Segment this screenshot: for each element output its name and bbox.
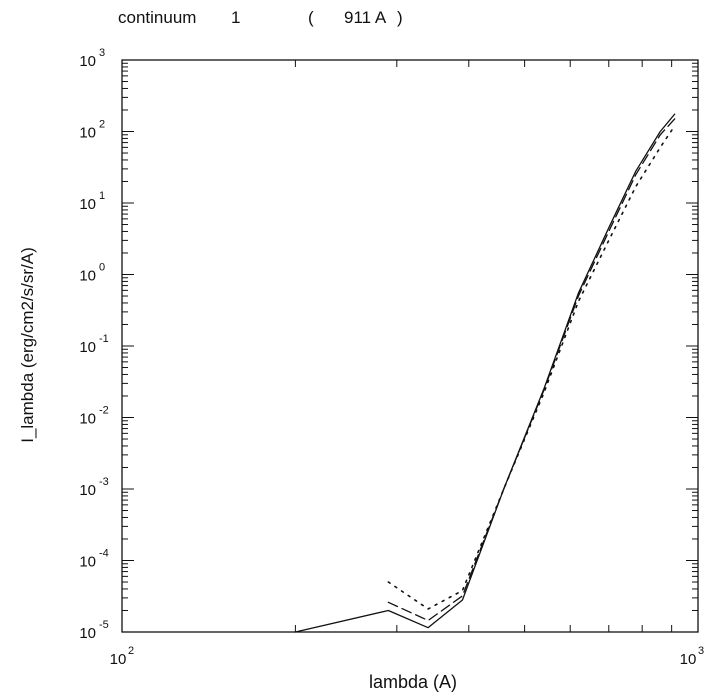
series-layer — [294, 113, 676, 633]
x-tick-exponent: 3 — [698, 645, 704, 657]
x-tick-base: 10 — [680, 651, 697, 668]
series-line-dotted — [387, 125, 676, 610]
title-close-paren: ) — [397, 8, 403, 27]
x-tick-label: 10 3 — [680, 645, 704, 668]
title-open-paren: ( — [308, 8, 314, 27]
y-tick-base: 10 — [79, 554, 96, 571]
y-tick-label: 10 -4 — [79, 548, 108, 571]
y-tick-exponent: -1 — [99, 333, 109, 345]
title-wavelength: 911 A — [344, 8, 387, 27]
y-tick-exponent: 2 — [99, 119, 105, 131]
y-tick-base: 10 — [79, 339, 96, 356]
plot-frame — [121, 59, 699, 633]
y-tick-label: 10 -1 — [79, 333, 108, 356]
y-tick-base: 10 — [79, 196, 96, 213]
y-tick-exponent: -3 — [99, 476, 109, 488]
y-tick-label: 10 -3 — [79, 476, 108, 499]
y-tick-exponent: 1 — [99, 190, 105, 202]
y-axis-label: I_lambda (erg/cm2/s/sr/A) — [18, 247, 37, 443]
y-tick-exponent: -2 — [99, 405, 109, 417]
title-label: continuum — [118, 8, 197, 27]
y-tick-label: 10 2 — [79, 119, 105, 142]
y-tick-exponent: 0 — [99, 262, 105, 274]
x-tick-label: 10 2 — [110, 645, 134, 668]
y-tick-base: 10 — [79, 268, 96, 285]
y-tick-label: 10 3 — [79, 47, 105, 70]
y-tick-exponent: -4 — [99, 548, 109, 560]
series-line-dashed — [387, 118, 676, 622]
y-tick-label: 10 1 — [79, 190, 105, 213]
x-tick-exponent: 2 — [128, 645, 134, 657]
y-tick-base: 10 — [79, 125, 96, 142]
title-number: 1 — [231, 8, 241, 27]
y-tick-label: 10 -2 — [79, 405, 108, 428]
y-tick-exponent: -5 — [99, 619, 109, 631]
tick-labels: 10 -510 -410 -310 -210 -110 010 110 210 310 2 10 3 — [79, 47, 704, 668]
y-tick-label: 10 -5 — [79, 619, 108, 642]
y-tick-exponent: 3 — [99, 47, 105, 59]
minor-ticks — [121, 60, 698, 633]
y-tick-base: 10 — [79, 53, 96, 70]
y-tick-base: 10 — [79, 482, 96, 499]
y-tick-base: 10 — [79, 625, 96, 642]
y-tick-base: 10 — [79, 411, 96, 428]
x-tick-base: 10 — [110, 651, 127, 668]
y-tick-label: 10 0 — [79, 262, 105, 285]
series-line-solid — [294, 113, 676, 633]
plot-border — [121, 59, 699, 633]
x-axis-label: lambda (A) — [369, 672, 457, 692]
